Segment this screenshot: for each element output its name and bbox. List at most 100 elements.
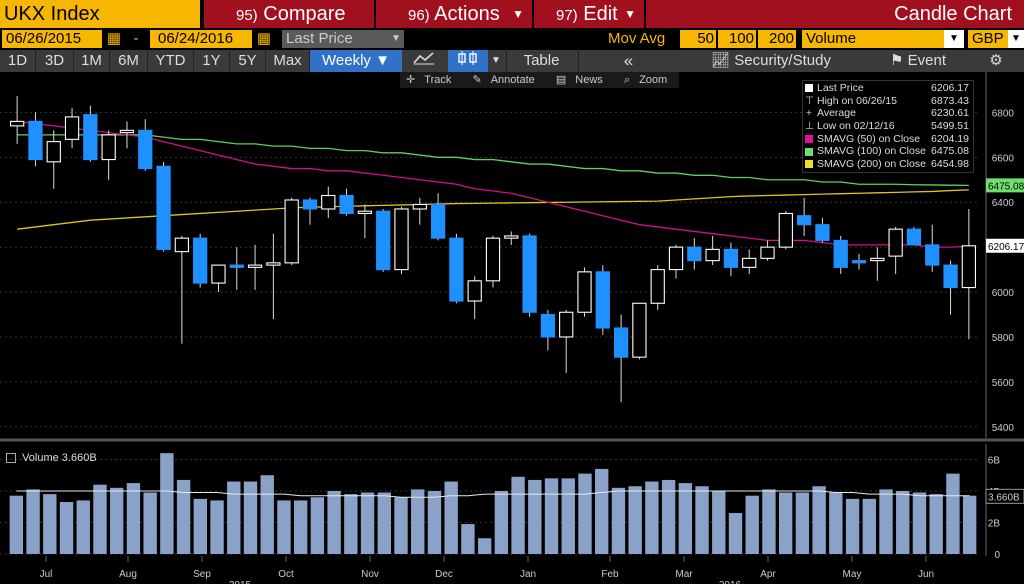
toolbar bbox=[0, 50, 1024, 72]
legend-value: 6475.08 bbox=[931, 145, 969, 158]
ma3-field[interactable]: 200 bbox=[758, 30, 796, 48]
candle-chart[interactable]: 54005600580060006200640066006800 6475.08… bbox=[0, 72, 1024, 584]
candle-body bbox=[83, 114, 98, 161]
candle-body bbox=[376, 210, 391, 271]
candle-body bbox=[211, 264, 226, 284]
lower-field-select[interactable]: Volume bbox=[802, 30, 944, 48]
price-tick-label: 5800 bbox=[992, 333, 1015, 344]
period-ytd[interactable]: YTD bbox=[148, 50, 194, 72]
sma50-line bbox=[17, 120, 969, 248]
legend-label: Low on 02/12/16 bbox=[817, 120, 895, 133]
volume-bar bbox=[160, 453, 174, 554]
candle-body bbox=[119, 129, 135, 134]
month-label: Dec bbox=[435, 569, 453, 580]
volume-bar bbox=[444, 481, 458, 554]
legend-label: SMAVG (200) on Close bbox=[817, 158, 926, 171]
annotate-label: Annotate bbox=[490, 74, 535, 86]
volume-bar bbox=[310, 497, 325, 554]
calendar-icon[interactable]: ▦ bbox=[106, 30, 122, 47]
actions-number: 96) bbox=[408, 7, 430, 24]
year-label: 2016 bbox=[719, 580, 742, 584]
candle-body bbox=[10, 120, 25, 127]
candle-chart-icon[interactable] bbox=[448, 50, 488, 72]
candle-body bbox=[156, 165, 171, 250]
legend-row: + Average 6230.61 bbox=[805, 107, 971, 120]
edit-button[interactable]: 97) Edit ▼ bbox=[532, 0, 644, 28]
actions-button[interactable]: 96) Actions ▼ bbox=[374, 0, 532, 28]
candle-body bbox=[815, 224, 830, 241]
candle-body bbox=[742, 257, 757, 268]
volume-bars bbox=[9, 453, 977, 554]
news-button[interactable]: ▤ News bbox=[555, 74, 603, 86]
candle-body bbox=[522, 235, 537, 313]
currency-select[interactable]: GBP bbox=[968, 30, 1008, 48]
ma2-field[interactable]: 100 bbox=[718, 30, 756, 48]
month-label: Jan bbox=[520, 569, 536, 580]
candle-body bbox=[650, 269, 665, 304]
legend-row: SMAVG (50) on Close 6204.19 bbox=[805, 133, 971, 146]
volume-bar bbox=[110, 487, 124, 554]
annotate-button[interactable]: ✎ Annotate bbox=[472, 74, 535, 86]
mov-avg-label: Mov Avg bbox=[608, 30, 666, 47]
volume-bar bbox=[210, 500, 224, 554]
period-5y[interactable]: 5Y bbox=[230, 50, 266, 72]
low-marker-icon: ⊥ bbox=[805, 120, 815, 133]
legend-label: Last Price bbox=[817, 82, 864, 94]
expand-icon[interactable] bbox=[6, 453, 16, 464]
legend-swatch bbox=[805, 134, 813, 143]
legend-label: SMAVG (50) on Close bbox=[817, 132, 921, 145]
month-label: Mar bbox=[675, 569, 693, 580]
security-study-label: Security/Study bbox=[734, 52, 831, 69]
frequency-select[interactable]: Weekly ▼ bbox=[310, 50, 402, 72]
price-tick-label: 6000 bbox=[992, 288, 1015, 299]
volume-bar bbox=[76, 500, 90, 554]
security-study-button[interactable]: 📈︎ Security/Study bbox=[700, 50, 842, 72]
avg-marker-icon: + bbox=[805, 107, 813, 120]
volume-bar bbox=[243, 481, 258, 554]
candle-body bbox=[229, 264, 244, 268]
chevron-down-icon[interactable]: ▼ bbox=[491, 55, 501, 66]
track-button[interactable]: ✛ Track bbox=[406, 74, 452, 86]
candle-body bbox=[906, 228, 922, 246]
period-1m[interactable]: 1M bbox=[74, 50, 110, 72]
line-chart-icon[interactable] bbox=[404, 50, 444, 72]
candle-body bbox=[687, 246, 702, 262]
chevron-down-icon[interactable]: ▼ bbox=[944, 30, 964, 48]
table-button[interactable]: Table bbox=[506, 50, 576, 72]
period-1d[interactable]: 1D bbox=[0, 50, 36, 72]
start-date-field[interactable]: 06/26/2015 bbox=[2, 30, 102, 48]
moving-average-lines bbox=[17, 120, 969, 248]
candle-body bbox=[778, 212, 793, 248]
chevron-down-icon[interactable]: ▼ bbox=[388, 30, 404, 48]
candle-body bbox=[540, 313, 556, 338]
end-date-field[interactable]: 06/24/2016 bbox=[150, 30, 252, 48]
price-tag bbox=[986, 238, 1024, 253]
chevron-down-icon: ▼ bbox=[624, 7, 636, 21]
candle-body bbox=[833, 239, 848, 268]
ma1-field[interactable]: 50 bbox=[680, 30, 716, 48]
field-select[interactable]: Last Price bbox=[282, 30, 388, 48]
price-tag-label: 6206.17 bbox=[988, 242, 1024, 253]
price-axis: 54005600580060006200640066006800 bbox=[985, 72, 1015, 438]
event-button[interactable]: ⚑ Event bbox=[878, 50, 958, 72]
volume-label: Volume 3.660B bbox=[22, 452, 97, 464]
period-3d[interactable]: 3D bbox=[36, 50, 74, 72]
volume-bar bbox=[628, 486, 642, 554]
period-6m[interactable]: 6M bbox=[110, 50, 148, 72]
zoom-button[interactable]: ⌕ Zoom bbox=[623, 74, 668, 86]
gear-icon[interactable]: ⚙ bbox=[989, 52, 1003, 69]
collapse-icon[interactable]: « bbox=[578, 50, 678, 72]
candle-body bbox=[888, 228, 903, 257]
legend-label: SMAVG (100) on Close bbox=[817, 145, 926, 158]
month-label: Apr bbox=[760, 569, 776, 580]
period-max[interactable]: Max bbox=[266, 50, 310, 72]
volume-bar bbox=[411, 489, 425, 554]
price-tags: 6475.08 6206.17 bbox=[986, 178, 1024, 253]
date-dash: - bbox=[133, 30, 139, 47]
calendar-icon[interactable]: ▦ bbox=[256, 30, 272, 47]
ticker-field[interactable]: UKX Index bbox=[0, 0, 200, 28]
chevron-down-icon[interactable]: ▼ bbox=[1008, 30, 1024, 48]
compare-button[interactable]: 95) Compare bbox=[202, 0, 374, 28]
time-axis: Jul Aug Sep Oct Nov Dec Jan Feb Mar Apr May Jun 2015… bbox=[40, 556, 934, 584]
period-1y[interactable]: 1Y bbox=[194, 50, 230, 72]
